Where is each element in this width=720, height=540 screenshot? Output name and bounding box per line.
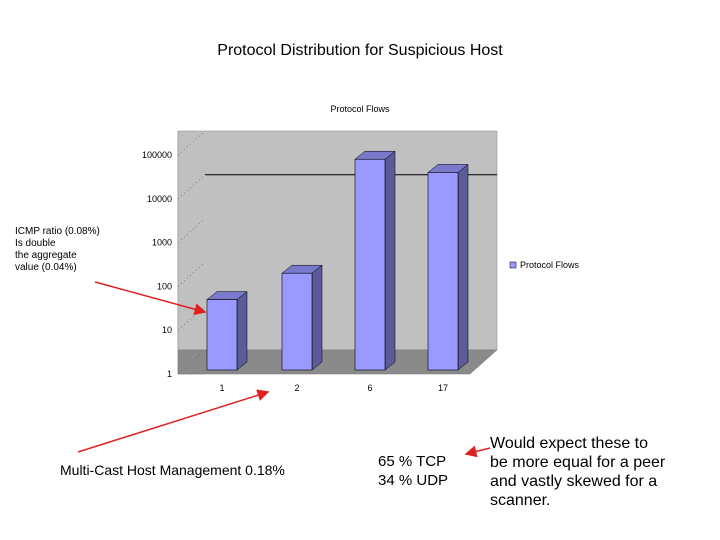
chart-title: Protocol Flows <box>330 104 390 114</box>
arrow-icmp <box>94 281 207 316</box>
y-tick-label: 10000 <box>147 194 172 204</box>
icmp-ratio-note: ICMP ratio (0.08%) Is double the aggrega… <box>15 226 100 273</box>
bar-side <box>311 264 323 371</box>
bar <box>354 158 386 371</box>
x-tick-label: 17 <box>438 383 448 393</box>
expectation-note: Would expect these to be more equal for … <box>490 435 666 509</box>
y-tick-label: 100000 <box>142 150 172 160</box>
bar-side <box>384 150 396 371</box>
x-tick-label: 2 <box>294 383 299 393</box>
x-tick-label: 1 <box>219 383 224 393</box>
arrow-multicast <box>77 389 270 453</box>
bar <box>206 299 238 371</box>
arrow-tcp-udp <box>464 445 491 458</box>
multicast-note: Multi-Cast Host Management 0.18% <box>60 462 285 478</box>
tcp-udp-note: 65 % TCP 34 % UDP <box>378 453 449 489</box>
bar-side <box>236 291 248 371</box>
legend-swatch <box>509 261 517 269</box>
slide-title: Protocol Distribution for Suspicious Hos… <box>217 42 503 59</box>
bar <box>427 172 459 371</box>
legend-label: Protocol Flows <box>520 260 580 270</box>
y-tick-label: 1 <box>167 369 172 379</box>
bar-side <box>457 163 469 371</box>
y-tick-label: 1000 <box>152 238 172 248</box>
y-tick-label: 100 <box>157 281 172 291</box>
bar <box>281 272 313 371</box>
y-tick-label: 10 <box>162 325 172 335</box>
x-tick-label: 6 <box>367 383 372 393</box>
